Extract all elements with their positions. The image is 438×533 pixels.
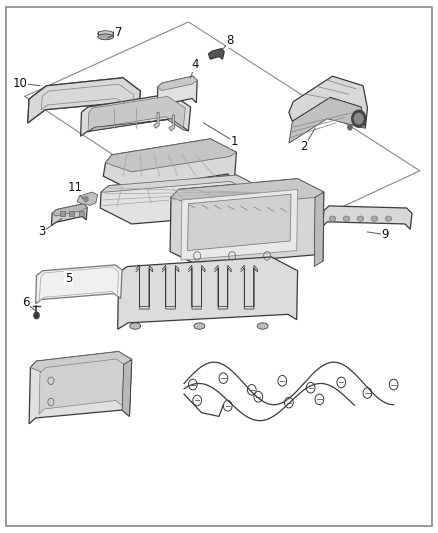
Polygon shape xyxy=(51,204,87,225)
Polygon shape xyxy=(39,359,124,414)
Polygon shape xyxy=(28,78,141,123)
Polygon shape xyxy=(52,204,87,216)
Ellipse shape xyxy=(98,31,113,37)
Text: 5: 5 xyxy=(65,272,72,285)
Polygon shape xyxy=(157,76,197,109)
Circle shape xyxy=(354,114,363,124)
Polygon shape xyxy=(100,175,269,224)
Polygon shape xyxy=(323,206,412,229)
Polygon shape xyxy=(81,94,191,136)
Polygon shape xyxy=(88,96,185,132)
Ellipse shape xyxy=(343,216,350,221)
Polygon shape xyxy=(35,265,122,304)
Polygon shape xyxy=(289,76,367,128)
Polygon shape xyxy=(29,352,132,424)
Polygon shape xyxy=(153,112,159,128)
Polygon shape xyxy=(122,360,132,416)
Text: 6: 6 xyxy=(22,296,30,309)
Polygon shape xyxy=(289,98,365,143)
Circle shape xyxy=(84,196,88,201)
Text: 1: 1 xyxy=(230,135,238,148)
Text: 8: 8 xyxy=(226,34,233,47)
Text: 7: 7 xyxy=(115,26,122,39)
Polygon shape xyxy=(208,49,224,59)
Polygon shape xyxy=(118,257,297,329)
Polygon shape xyxy=(103,139,237,189)
Ellipse shape xyxy=(257,323,268,329)
Polygon shape xyxy=(77,192,98,205)
Polygon shape xyxy=(187,194,291,251)
Polygon shape xyxy=(170,179,324,265)
Circle shape xyxy=(352,110,366,127)
Text: 3: 3 xyxy=(39,225,46,238)
Circle shape xyxy=(348,125,352,130)
Circle shape xyxy=(34,312,39,319)
Bar xyxy=(79,211,84,216)
Polygon shape xyxy=(101,175,269,196)
Polygon shape xyxy=(28,78,141,123)
Ellipse shape xyxy=(130,323,141,329)
Polygon shape xyxy=(171,179,324,207)
Ellipse shape xyxy=(98,34,113,40)
Ellipse shape xyxy=(357,216,364,221)
Polygon shape xyxy=(169,115,174,131)
Text: 2: 2 xyxy=(300,140,308,154)
Text: 4: 4 xyxy=(191,58,199,71)
Text: 10: 10 xyxy=(13,77,28,90)
Ellipse shape xyxy=(194,323,205,329)
Polygon shape xyxy=(158,76,197,91)
Polygon shape xyxy=(106,139,237,172)
Polygon shape xyxy=(314,192,324,266)
Bar xyxy=(60,211,65,216)
Polygon shape xyxy=(181,189,297,260)
Bar xyxy=(69,211,74,216)
Text: 11: 11 xyxy=(67,181,82,195)
Ellipse shape xyxy=(385,216,392,221)
Ellipse shape xyxy=(371,216,378,221)
Polygon shape xyxy=(87,119,188,132)
Ellipse shape xyxy=(329,216,336,221)
Text: 9: 9 xyxy=(381,228,389,241)
Polygon shape xyxy=(30,352,132,373)
